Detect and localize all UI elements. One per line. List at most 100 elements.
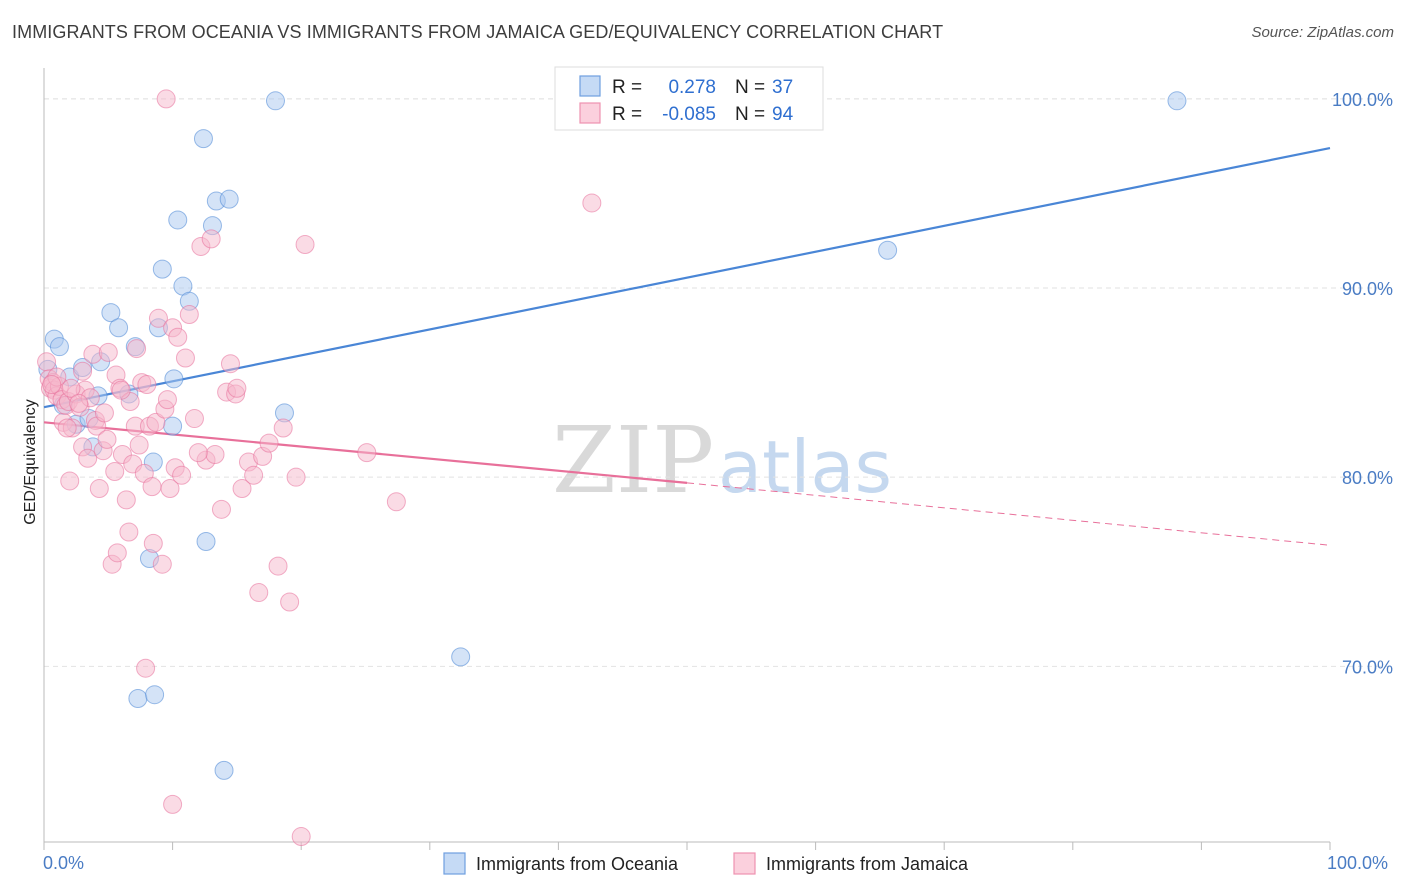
- point-1-53: [172, 465, 192, 485]
- point-0-12: [109, 318, 129, 338]
- point-1-74: [286, 467, 306, 487]
- axes: [43, 68, 1331, 850]
- trend-line-0: [43, 147, 1331, 409]
- point-1-55: [179, 305, 199, 325]
- point-1-28: [107, 543, 127, 563]
- point-1-65: [232, 479, 252, 499]
- point-0-35: [878, 240, 898, 260]
- point-1-89: [57, 418, 77, 438]
- watermark: ZIP atlas: [552, 407, 892, 514]
- point-0-27: [196, 531, 216, 551]
- point-1-82: [73, 361, 93, 381]
- point-1-36: [127, 339, 147, 359]
- point-1-85: [111, 380, 131, 400]
- watermark-zip: ZIP: [552, 407, 714, 514]
- point-0-36: [1167, 91, 1187, 111]
- y-tick-label-80: 80.0%: [1342, 468, 1393, 488]
- point-1-25: [98, 342, 118, 362]
- bottom-legend-swatch-jamaica: [733, 852, 756, 875]
- point-0-17: [128, 688, 148, 708]
- y-tick-label-90: 90.0%: [1342, 279, 1393, 299]
- point-1-31: [116, 490, 136, 510]
- bottom-legend-label-oceania: Immigrants from Oceania: [476, 854, 679, 874]
- legend-n-label-jamaica: N =: [735, 104, 765, 125]
- point-0-18: [145, 685, 165, 705]
- series-1: [37, 89, 602, 847]
- point-0-34: [451, 647, 471, 667]
- point-1-73: [280, 592, 300, 612]
- point-0-32: [265, 91, 285, 111]
- point-0-2: [49, 337, 69, 357]
- y-tick-label-70: 70.0%: [1342, 657, 1393, 677]
- point-1-45: [148, 308, 168, 328]
- point-1-72: [273, 418, 293, 438]
- point-1-40: [136, 658, 156, 678]
- point-1-63: [220, 354, 240, 374]
- point-0-25: [168, 210, 188, 230]
- point-1-56: [184, 409, 204, 429]
- x-tick-label-min: 0.0%: [43, 853, 84, 873]
- point-1-32: [119, 522, 139, 542]
- point-1-60: [205, 444, 225, 464]
- point-1-71: [268, 556, 288, 576]
- point-1-87: [69, 393, 89, 413]
- point-1-75: [295, 235, 315, 255]
- legend-r-label-jamaica: R =: [612, 104, 642, 125]
- point-0-20: [152, 259, 172, 279]
- point-1-54: [175, 348, 195, 368]
- trend-line-2: [686, 482, 1331, 546]
- legend-r-value-jamaica: -0.085: [662, 104, 716, 125]
- legend-n-value-jamaica: 94: [772, 104, 794, 125]
- point-1-46: [152, 554, 172, 574]
- point-1-68: [249, 583, 269, 603]
- point-0-21: [163, 416, 183, 436]
- point-1-79: [291, 827, 311, 847]
- point-1-59: [201, 229, 221, 249]
- point-1-93: [227, 378, 247, 398]
- source-label: Source: ZipAtlas.com: [1251, 24, 1394, 41]
- x-tick-label-max: 100.0%: [1327, 853, 1388, 873]
- point-1-49: [160, 479, 180, 499]
- legend-r-label-oceania: R =: [612, 77, 642, 98]
- point-1-83: [61, 378, 81, 398]
- legend-swatch-oceania: [579, 75, 601, 97]
- point-0-31: [219, 189, 239, 209]
- point-1-37: [129, 435, 149, 455]
- point-1-91: [137, 375, 157, 395]
- point-1-70: [259, 433, 279, 453]
- point-1-76: [357, 443, 377, 463]
- point-1-80: [163, 794, 183, 814]
- point-1-48: [157, 390, 177, 410]
- y-tick-labels: 70.0% 80.0% 90.0% 100.0%: [1332, 90, 1393, 677]
- point-0-11: [101, 303, 121, 323]
- gridlines: [44, 98, 1393, 667]
- point-1-17: [78, 448, 98, 468]
- point-1-67: [244, 465, 264, 485]
- y-tick-label-100: 100.0%: [1332, 90, 1393, 110]
- point-1-92: [188, 443, 208, 463]
- point-1-44: [146, 412, 166, 432]
- point-1-42: [142, 477, 162, 497]
- point-0-22: [164, 369, 184, 389]
- bottom-legend-label-jamaica: Immigrants from Jamaica: [766, 854, 969, 874]
- legend-r-value-oceania: 0.278: [668, 77, 716, 98]
- bottom-legend-swatch-oceania: [443, 852, 466, 875]
- point-1-81: [156, 89, 176, 109]
- point-1-22: [89, 479, 109, 499]
- point-1-77: [386, 492, 406, 512]
- point-1-61: [211, 499, 231, 519]
- point-1-11: [60, 471, 80, 491]
- point-1-43: [143, 533, 163, 553]
- data-points: [37, 89, 1187, 847]
- point-1-88: [42, 375, 62, 395]
- legend-n-label-oceania: N =: [735, 77, 765, 98]
- series-legend: Immigrants from Oceania Immigrants from …: [443, 852, 969, 875]
- point-1-52: [168, 327, 188, 347]
- point-1-24: [97, 429, 117, 449]
- point-1-78: [582, 193, 602, 213]
- point-0-30: [214, 760, 234, 780]
- y-axis-title: GED/Equivalency: [22, 399, 39, 524]
- watermark-atlas: atlas: [718, 425, 892, 509]
- point-0-26: [193, 129, 213, 149]
